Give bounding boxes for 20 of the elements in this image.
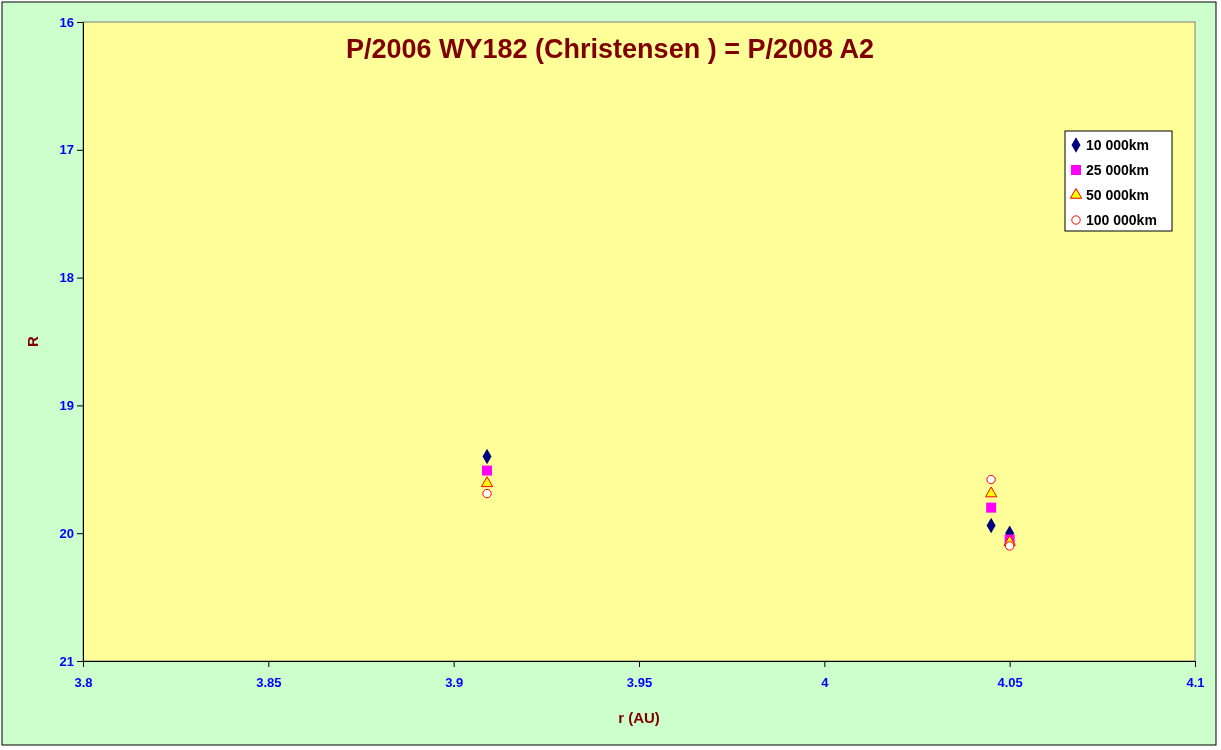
y-tick-label: 17 <box>59 142 74 158</box>
x-tick-label: 4 <box>821 674 830 690</box>
y-tick-label: 16 <box>59 14 74 30</box>
y-tick-label: 21 <box>59 653 74 669</box>
chart-title: P/2006 WY182 (Christensen ) = P/2008 A2 <box>345 34 875 64</box>
legend-label: 50 000km <box>1086 187 1150 203</box>
x-tick-label: 3.9 <box>445 674 464 690</box>
y-tick-label: 19 <box>59 398 74 414</box>
legend-label: 25 000km <box>1086 162 1150 178</box>
y-tick-label: 20 <box>59 525 74 541</box>
x-tick-label: 4.1 <box>1186 674 1205 690</box>
x-tick-label: 3.95 <box>626 674 653 690</box>
legend-label: 100 000km <box>1086 212 1157 228</box>
legend-label: 10 000km <box>1086 137 1150 153</box>
y-axis-title: R <box>24 335 41 347</box>
x-tick-label: 3.85 <box>256 674 282 690</box>
x-tick-label: 3.8 <box>74 674 93 690</box>
x-axis-title: r (AU) <box>618 709 660 726</box>
x-tick-label: 4.05 <box>997 674 1023 690</box>
y-tick-label: 18 <box>59 270 74 286</box>
